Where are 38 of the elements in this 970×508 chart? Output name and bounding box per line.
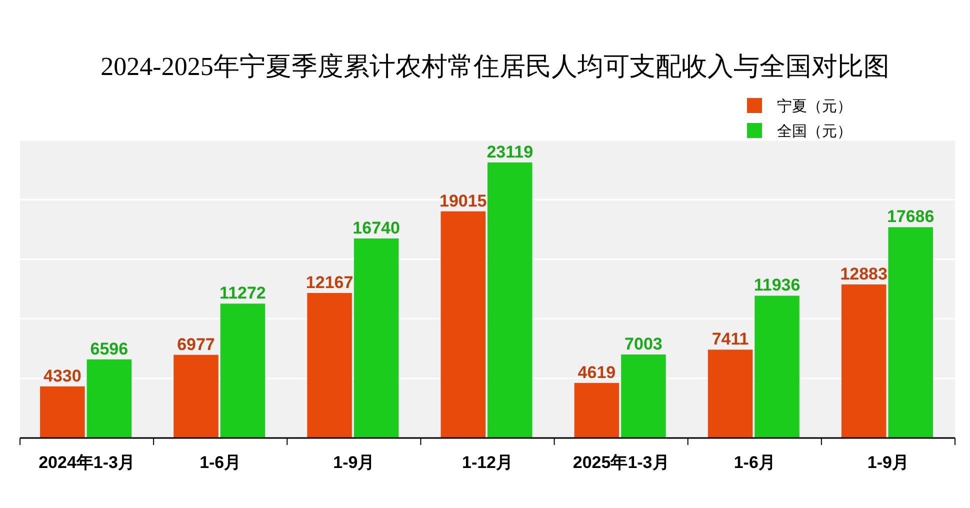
data-label: 11272 [220, 284, 266, 303]
x-tick-label: 1-9月 [333, 453, 375, 472]
bar [440, 211, 486, 438]
bar [307, 292, 352, 438]
bar [220, 304, 266, 438]
data-label: 7411 [712, 330, 749, 349]
bar [888, 227, 933, 438]
bar [86, 359, 132, 438]
data-label: 4330 [43, 366, 82, 386]
x-tick-label: 2025年1-3月 [572, 453, 670, 472]
data-label: 23119 [486, 142, 534, 162]
bar [754, 296, 800, 438]
data-label: 19015 [439, 191, 487, 210]
legend-label: 宁夏（元） [777, 97, 852, 115]
x-tick-label: 1-6月 [200, 453, 242, 472]
bar [174, 354, 218, 438]
data-label: 7003 [624, 334, 662, 354]
data-label: 12883 [840, 264, 888, 284]
x-tick-label: 1-9月 [867, 453, 910, 472]
x-tick-label: 2024年1-3月 [38, 453, 135, 472]
data-label: 12167 [306, 272, 354, 292]
chart-title: 2024-2025年宁夏季度累计农村常住居民人均可支配收入与全国对比图 [100, 52, 890, 81]
x-tick-label: 1-12月 [462, 453, 514, 472]
data-label: 17686 [886, 207, 934, 226]
bar [488, 162, 532, 438]
legend-label: 全国（元） [777, 122, 852, 140]
bar [841, 284, 886, 438]
data-label: 4619 [578, 362, 616, 382]
data-label: 6596 [90, 339, 128, 358]
bar [621, 354, 666, 438]
x-tick-label: 1-6月 [734, 453, 776, 472]
bar [354, 238, 399, 438]
data-label: 6977 [177, 334, 215, 354]
bar [574, 382, 620, 438]
bar [40, 386, 85, 438]
data-label: 16740 [352, 218, 400, 238]
bar [708, 350, 753, 438]
data-label: 11936 [754, 276, 800, 295]
